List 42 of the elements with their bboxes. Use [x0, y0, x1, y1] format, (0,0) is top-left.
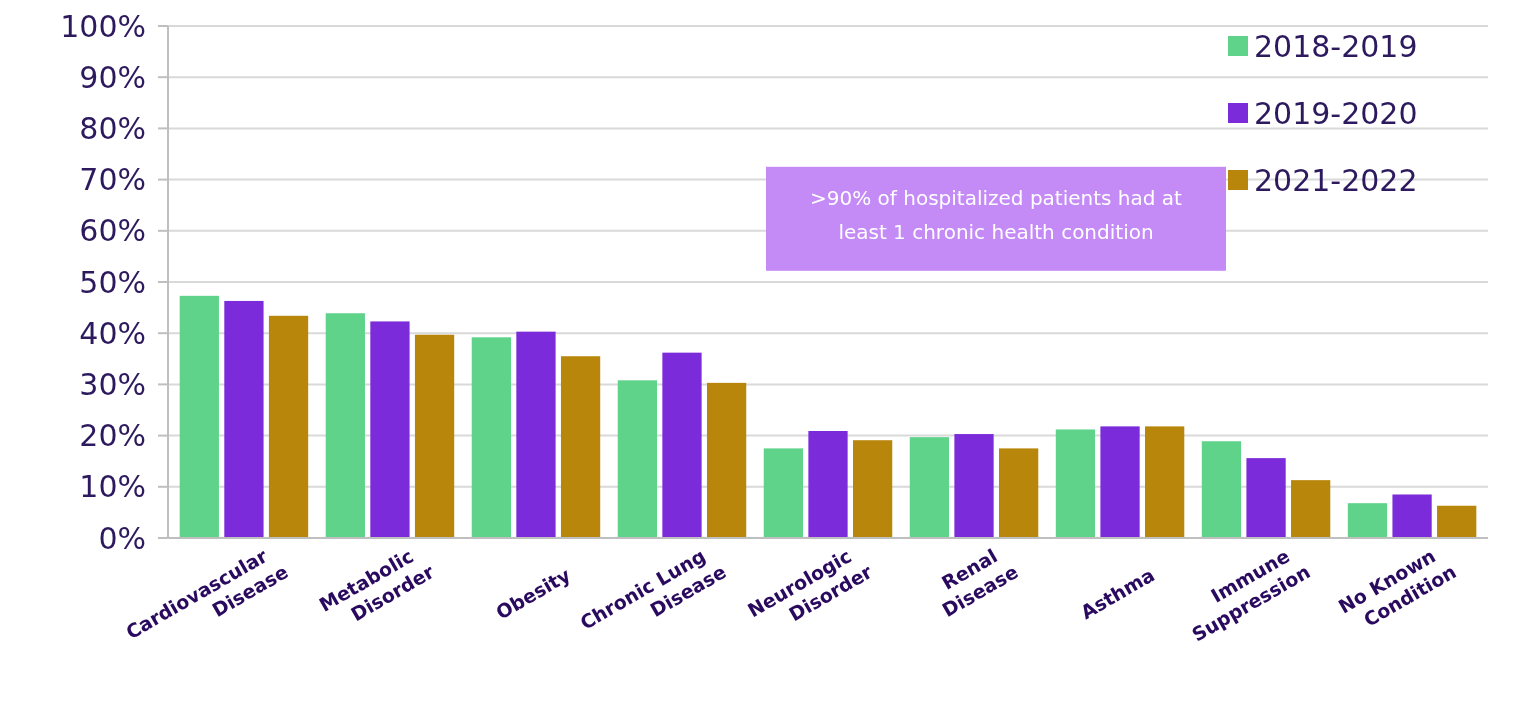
legend-label: 2019-2020 [1254, 95, 1418, 131]
legend-label: 2018-2019 [1254, 28, 1418, 64]
bar [852, 440, 893, 538]
bar [560, 356, 601, 538]
bar [516, 331, 556, 538]
y-tick-label: 50% [79, 264, 146, 300]
bar [268, 315, 309, 538]
bar [763, 448, 804, 538]
y-tick-label: 20% [79, 418, 146, 454]
y-tick-label: 70% [79, 162, 146, 198]
annotation: >90% of hospitalized patients had at least 1 chronic health condition [810, 185, 1183, 244]
bar [909, 437, 950, 538]
bar [179, 295, 219, 538]
y-tick-label: 100% [60, 8, 146, 44]
bar [1291, 480, 1331, 538]
bar [1145, 426, 1185, 538]
bar [999, 448, 1039, 538]
bar [370, 321, 410, 538]
y-tick-label: 40% [79, 315, 146, 351]
legend-label: 2021-2022 [1254, 162, 1418, 198]
bar [1347, 503, 1388, 538]
bar [325, 313, 365, 538]
bar [662, 352, 702, 538]
y-tick-label: 10% [79, 469, 146, 505]
y-tick-label: 0% [98, 520, 146, 556]
bar [808, 430, 848, 538]
bar [617, 380, 657, 538]
bar [224, 300, 264, 538]
bar [471, 337, 511, 538]
bar [1392, 494, 1432, 538]
bar [1201, 441, 1242, 538]
bar [1100, 426, 1140, 538]
bar [954, 434, 994, 538]
bar [1437, 505, 1477, 538]
bar [706, 382, 747, 538]
bar [1246, 458, 1286, 538]
bar [414, 334, 455, 538]
bar [1055, 429, 1096, 538]
y-tick-label: 80% [79, 110, 146, 146]
y-tick-label: 90% [79, 59, 146, 95]
y-tick-label: 30% [79, 366, 146, 402]
y-tick-label: 60% [79, 213, 146, 249]
